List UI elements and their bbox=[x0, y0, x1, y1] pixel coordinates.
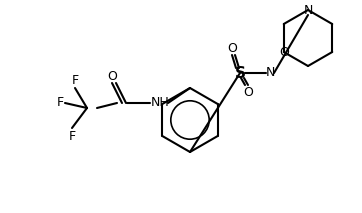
Text: O: O bbox=[279, 46, 289, 59]
Text: N: N bbox=[265, 66, 275, 79]
Text: O: O bbox=[107, 69, 117, 82]
Text: F: F bbox=[56, 96, 64, 109]
Text: O: O bbox=[243, 85, 253, 98]
Text: NH: NH bbox=[151, 96, 169, 109]
Text: F: F bbox=[71, 73, 79, 86]
Text: N: N bbox=[303, 3, 313, 16]
Text: O: O bbox=[227, 42, 237, 55]
Text: F: F bbox=[68, 130, 76, 142]
Text: S: S bbox=[235, 66, 245, 81]
